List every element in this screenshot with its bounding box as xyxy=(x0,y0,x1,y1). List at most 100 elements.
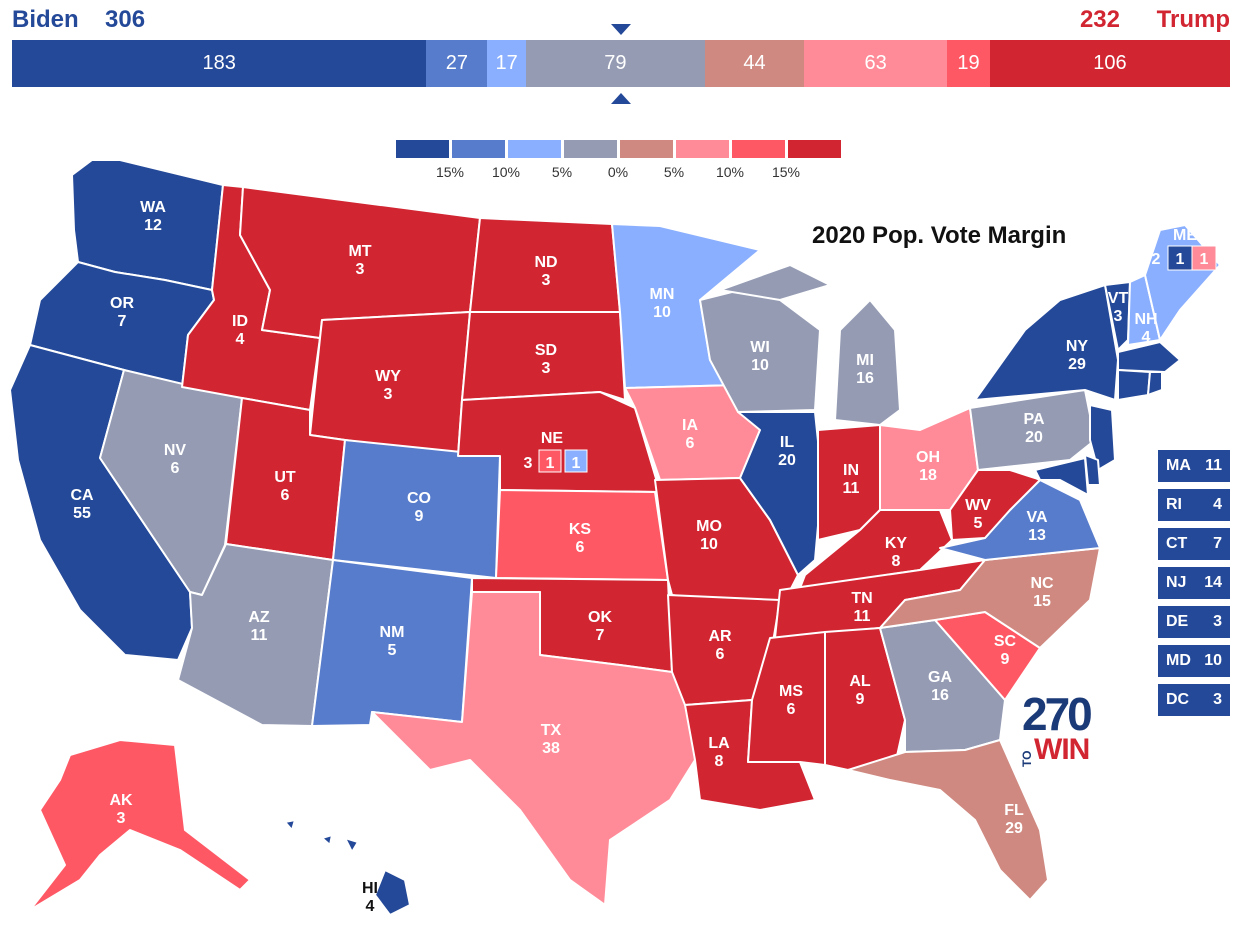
label-wy: WY 3 xyxy=(375,368,401,403)
label-mt: MT 3 xyxy=(348,243,371,278)
label-co: CO 9 xyxy=(407,490,431,525)
label-ak: AK 3 xyxy=(109,792,133,827)
small-state-abbr: MD xyxy=(1166,652,1191,669)
map-title: 2020 Pop. Vote Margin xyxy=(812,222,1067,249)
state-nc[interactable] xyxy=(879,547,1101,649)
me-district-2-box xyxy=(1191,245,1217,271)
small-state-nj[interactable]: NJ 14 xyxy=(1158,567,1230,599)
small-state-ri[interactable]: RI 4 xyxy=(1158,489,1230,521)
small-state-ev: 14 xyxy=(1204,574,1222,591)
electoral-tally-bar: 183 27 17 79 44 63 19 106 xyxy=(12,40,1230,87)
label-ks: KS 6 xyxy=(569,521,592,556)
me-district-2-ev: 1 xyxy=(1200,251,1209,268)
label-sc: SC 9 xyxy=(994,633,1017,668)
biden-electoral-votes: 306 xyxy=(105,6,146,33)
small-state-ev: 11 xyxy=(1205,457,1222,474)
legend-swatch-d5 xyxy=(508,140,561,158)
small-state-abbr: CT xyxy=(1166,535,1188,552)
state-md-shape[interactable] xyxy=(1034,457,1089,496)
small-state-ev: 10 xyxy=(1204,652,1222,669)
label-vt: VT 3 xyxy=(1108,290,1129,325)
label-ga: GA 16 xyxy=(928,669,952,704)
small-state-de[interactable]: DE 3 xyxy=(1158,606,1230,638)
state-ct-shape[interactable] xyxy=(1117,369,1151,401)
label-hi: HI 4 xyxy=(362,880,378,915)
label-me: ME xyxy=(1173,227,1197,244)
legend-swatch-r20 xyxy=(788,140,841,158)
label-ar: AR 6 xyxy=(708,628,732,663)
label-nc: NC 15 xyxy=(1030,575,1054,610)
label-pa: PA 20 xyxy=(1023,411,1044,446)
label-ny: NY 29 xyxy=(1066,338,1089,373)
label-il: IL 20 xyxy=(778,434,796,469)
label-wa: WA 12 xyxy=(140,199,166,234)
label-nd: ND 3 xyxy=(534,254,557,289)
label-wv: WV 5 xyxy=(965,497,991,532)
legend-label: 15% xyxy=(435,164,465,180)
small-state-abbr: NJ xyxy=(1166,574,1187,591)
label-wi: WI 10 xyxy=(750,339,770,374)
state-ak[interactable] xyxy=(29,739,251,911)
small-state-abbr: MA xyxy=(1166,457,1191,474)
biden-name: Biden xyxy=(12,6,79,33)
legend-label: 5% xyxy=(551,164,573,180)
legend-swatch-r5 xyxy=(620,140,673,158)
midpoint-marker-top-icon xyxy=(611,24,631,35)
state-hi[interactable] xyxy=(284,819,411,916)
state-ri-shape[interactable] xyxy=(1147,371,1163,396)
state-sd[interactable] xyxy=(461,311,626,401)
label-al: AL 9 xyxy=(849,673,871,708)
tally-segment: 106 xyxy=(989,40,1230,87)
tally-segment: 79 xyxy=(525,40,705,87)
tally-segment: 17 xyxy=(487,40,526,87)
label-tn: TN 11 xyxy=(851,590,872,625)
label-az: AZ 11 xyxy=(248,609,270,644)
state-ma-shape[interactable] xyxy=(1117,341,1181,373)
small-state-ct[interactable]: CT 7 xyxy=(1158,528,1230,560)
label-ok: OK 7 xyxy=(588,609,612,644)
label-mo: MO 10 xyxy=(696,518,722,553)
label-ca: CA 55 xyxy=(70,487,94,522)
legend-swatch-d10 xyxy=(452,140,505,158)
state-ny[interactable] xyxy=(974,284,1119,401)
label-mn: MN 10 xyxy=(650,286,675,321)
ne-district-1-box xyxy=(538,449,562,473)
small-state-ma[interactable]: MA 11 xyxy=(1158,450,1230,482)
label-id: ID 4 xyxy=(232,313,248,348)
me-statewide-ev: 2 xyxy=(1152,251,1161,268)
legend-swatch-d15 xyxy=(396,140,449,158)
small-state-md[interactable]: MD 10 xyxy=(1158,645,1230,677)
small-state-ev: 4 xyxy=(1213,496,1222,513)
state-fl[interactable] xyxy=(847,739,1049,901)
label-oh: OH 18 xyxy=(916,449,940,484)
small-state-ev: 3 xyxy=(1213,691,1222,708)
label-la: LA 8 xyxy=(708,735,730,770)
small-state-abbr: DC xyxy=(1166,691,1190,708)
ne-district-2-ev: 1 xyxy=(572,455,581,472)
tally-segment: 183 xyxy=(12,40,427,87)
state-pa[interactable] xyxy=(969,389,1096,471)
tally-segment: 27 xyxy=(426,40,488,87)
small-state-abbr: DE xyxy=(1166,613,1189,630)
small-state-dc[interactable]: DC 3 xyxy=(1158,684,1230,716)
label-nm: NM 5 xyxy=(380,624,405,659)
label-mi: MI 16 xyxy=(856,352,874,387)
label-nh: NH 4 xyxy=(1134,311,1157,346)
ne-district-2-box xyxy=(564,449,588,473)
legend-swatch-r15 xyxy=(732,140,785,158)
tally-segment: 63 xyxy=(804,40,947,87)
label-or: OR 7 xyxy=(110,295,134,330)
label-nv: NV 6 xyxy=(164,442,187,477)
small-state-ev: 7 xyxy=(1213,535,1222,552)
state-nj-shape[interactable] xyxy=(1089,404,1116,471)
state-labels: WA 12 OR 7 CA 55 NV 6 ID 4 MT 3 WY 3 UT 6 AZ 11 C… xyxy=(70,199,1217,915)
tally-segment: 19 xyxy=(946,40,990,87)
trump-name: Trump xyxy=(1156,6,1230,33)
state-tx[interactable] xyxy=(371,591,696,906)
legend-swatch-tossup xyxy=(564,140,617,158)
legend-label: 10% xyxy=(715,164,745,180)
small-state-abbr: RI xyxy=(1166,496,1182,513)
label-ms: MS 6 xyxy=(779,683,803,718)
tally-segment: 44 xyxy=(704,40,805,87)
